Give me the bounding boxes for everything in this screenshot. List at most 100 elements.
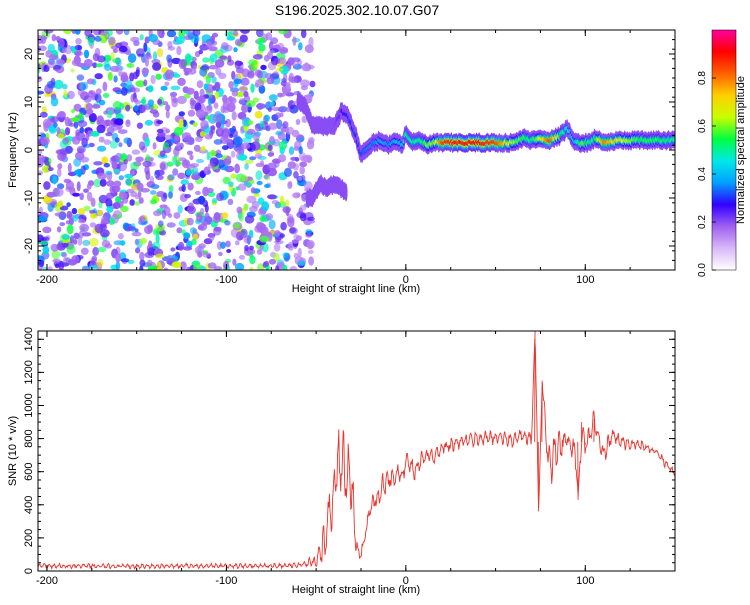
noise-speckle	[66, 220, 71, 224]
noise-speckle	[68, 163, 72, 173]
y-tick-label: 1200	[23, 360, 35, 384]
noise-speckle	[62, 84, 67, 90]
noise-speckle	[150, 75, 155, 84]
noise-speckle	[303, 155, 313, 163]
noise-speckle	[275, 265, 279, 273]
noise-speckle	[167, 41, 172, 48]
noise-speckle	[84, 59, 93, 68]
noise-speckle	[228, 181, 234, 187]
noise-speckle	[112, 58, 120, 63]
colorbar-tick-label: 0.4	[697, 167, 708, 181]
noise-speckle	[104, 139, 111, 145]
noise-speckle	[233, 223, 240, 229]
noise-speckle	[60, 148, 69, 155]
noise-speckle	[266, 77, 274, 84]
noise-speckle	[255, 111, 263, 119]
noise-speckle	[161, 86, 168, 91]
noise-speckle	[66, 245, 75, 255]
noise-speckle	[145, 120, 153, 126]
noise-speckle	[70, 235, 74, 243]
noise-speckle	[93, 53, 100, 61]
noise-speckle	[264, 184, 270, 188]
noise-speckle	[253, 54, 263, 60]
noise-speckle	[249, 179, 255, 184]
noise-speckle	[239, 98, 246, 104]
noise-speckle	[47, 62, 56, 69]
noise-speckle	[148, 240, 152, 247]
y-tick-label: 0	[23, 568, 35, 574]
noise-speckle	[292, 192, 300, 198]
spectrogram-y-label: Frequency (Hz)	[7, 112, 19, 188]
noise-speckle	[249, 246, 254, 251]
noise-speckle	[255, 170, 262, 180]
noise-speckle	[278, 154, 286, 162]
noise-speckle	[97, 125, 106, 134]
noise-speckle	[305, 233, 312, 237]
noise-speckle	[96, 88, 102, 95]
noise-speckle	[267, 141, 276, 145]
noise-speckle	[38, 45, 46, 51]
noise-speckle	[141, 99, 146, 104]
noise-speckle	[136, 69, 140, 77]
noise-speckle	[114, 186, 121, 193]
noise-speckle	[214, 102, 219, 109]
noise-speckle	[268, 107, 272, 112]
noise-speckle	[299, 146, 303, 154]
noise-speckle	[251, 187, 255, 193]
noise-speckle	[287, 218, 294, 228]
noise-speckle	[264, 115, 270, 122]
noise-speckle	[238, 183, 247, 190]
noise-speckle	[187, 218, 194, 226]
noise-speckle	[98, 210, 103, 216]
noise-speckle	[170, 247, 175, 251]
noise-speckle	[79, 193, 84, 201]
noise-speckle	[78, 120, 88, 127]
noise-speckle	[260, 121, 265, 128]
noise-speckle	[108, 120, 113, 128]
noise-speckle	[289, 146, 294, 155]
noise-speckle	[245, 215, 255, 224]
noise-speckle	[103, 82, 108, 92]
noise-speckle	[168, 191, 173, 199]
noise-speckle	[212, 33, 218, 38]
noise-speckle	[65, 117, 70, 127]
noise-speckle	[178, 205, 183, 214]
noise-speckle	[200, 146, 205, 151]
noise-speckle	[207, 41, 212, 49]
noise-speckle	[118, 129, 128, 134]
noise-speckle	[78, 219, 85, 224]
noise-speckle	[183, 232, 190, 239]
noise-speckle	[92, 104, 101, 109]
noise-speckle	[179, 111, 185, 116]
noise-speckle	[109, 156, 118, 164]
noise-speckle	[243, 91, 248, 97]
noise-speckle	[91, 198, 96, 207]
noise-speckle	[89, 265, 98, 269]
noise-speckle	[138, 216, 145, 223]
noise-speckle	[57, 226, 61, 232]
snr-y-label: SNR (10 * v/v)	[7, 416, 19, 486]
noise-speckle	[295, 157, 300, 162]
noise-speckle	[202, 221, 208, 226]
noise-speckle	[205, 115, 211, 119]
noise-speckle	[174, 135, 179, 141]
noise-speckle	[293, 234, 298, 240]
noise-speckle	[104, 64, 111, 71]
noise-speckle	[231, 173, 237, 178]
noise-speckle	[238, 73, 243, 79]
noise-speckle	[280, 195, 284, 204]
noise-speckle	[299, 166, 305, 174]
noise-speckle	[75, 38, 82, 45]
noise-speckle	[107, 110, 113, 118]
noise-speckle	[228, 81, 234, 89]
noise-speckle	[79, 127, 84, 133]
x-tick-label: 100	[576, 274, 594, 286]
noise-speckle	[241, 175, 248, 182]
noise-speckle	[157, 99, 162, 105]
noise-speckle	[229, 134, 233, 138]
noise-speckle	[176, 37, 185, 44]
noise-speckle	[187, 206, 196, 215]
noise-speckle	[157, 266, 163, 272]
noise-speckle	[89, 90, 93, 95]
noise-speckle	[55, 212, 65, 216]
